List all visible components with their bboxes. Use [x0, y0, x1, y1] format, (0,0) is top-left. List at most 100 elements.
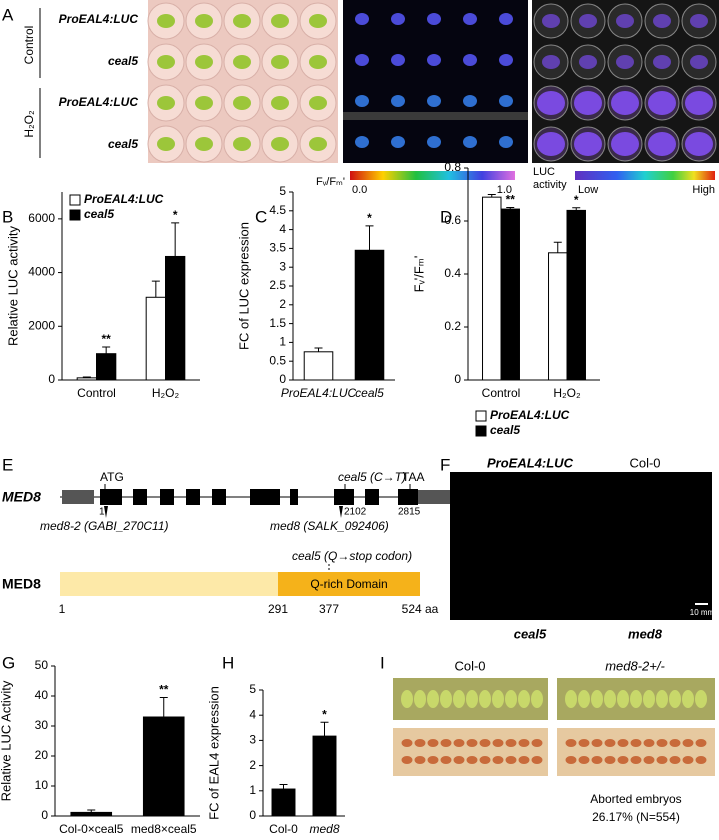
y-tick-label: 0.5: [269, 353, 286, 367]
error-bar: [102, 346, 111, 354]
legend-label: ProEAL4:LUC: [490, 408, 570, 422]
column-label: Col-0: [454, 658, 485, 673]
seed: [695, 739, 707, 747]
ovule: [401, 690, 413, 708]
aa-position: 377: [319, 602, 339, 616]
plant: [195, 55, 213, 69]
significance: *: [322, 707, 327, 721]
plant: [271, 137, 289, 151]
x-tick-label: med8: [309, 822, 339, 836]
ovule: [414, 690, 426, 708]
group-label: Control: [22, 26, 36, 65]
bar: [96, 353, 117, 381]
plant: [157, 55, 175, 69]
position: 2815: [398, 507, 421, 518]
seed: [604, 756, 616, 764]
ovule: [669, 690, 681, 708]
plant-chlorophyll: [427, 13, 441, 25]
y-tick-label: 0.6: [444, 213, 461, 227]
error-bar: [487, 194, 496, 198]
seed: [604, 739, 616, 747]
panel-label: E: [2, 455, 13, 474]
legend-swatch: [475, 410, 487, 422]
error-bar: [553, 241, 562, 253]
seed: [440, 756, 452, 764]
ovule: [427, 690, 439, 708]
plant-chlorophyll: [463, 136, 477, 148]
plant-chlorophyll: [355, 95, 369, 107]
y-tick-label: 10: [35, 778, 49, 792]
panel-label: B: [2, 207, 13, 226]
y-tick-label: 4: [249, 707, 256, 721]
plant-chlorophyll: [427, 95, 441, 107]
group-label: H₂O₂: [22, 110, 36, 138]
luc-signal: [653, 55, 671, 69]
plant-chlorophyll: [391, 13, 405, 25]
legend-swatch: [475, 425, 487, 437]
aa-position: 1: [59, 602, 66, 616]
plant-chlorophyll: [391, 95, 405, 107]
plant: [233, 96, 251, 110]
ovule: [578, 690, 590, 708]
plant: [195, 96, 213, 110]
seed: [453, 739, 465, 747]
seed: [531, 756, 543, 764]
y-tick-label: 0: [48, 372, 55, 386]
luc-signal: [653, 14, 671, 28]
significance: *: [574, 193, 579, 207]
y-tick-label: 20: [35, 748, 49, 762]
plant-chlorophyll: [355, 136, 369, 148]
aa-position: 524 aa: [402, 602, 439, 616]
ovule: [565, 690, 577, 708]
seed: [492, 739, 504, 747]
y-tick-label: 4.5: [269, 203, 286, 217]
plant: [233, 137, 251, 151]
legend-label: ceal5: [84, 207, 114, 221]
luc-signal: [537, 91, 565, 115]
luc-signal: [611, 132, 639, 156]
luc-signal: [616, 55, 634, 69]
luc-signal: [690, 14, 708, 28]
y-axis-label: FC of LUC expression: [236, 222, 251, 350]
panel-label: F: [440, 455, 450, 474]
significance: **: [506, 193, 516, 207]
exons: [100, 489, 418, 505]
position: 1: [99, 507, 105, 518]
insertion: [104, 506, 108, 518]
plant-chlorophyll: [499, 95, 513, 107]
error-bar: [279, 784, 288, 790]
plant-chlorophyll: [463, 54, 477, 66]
ovule: [643, 690, 655, 708]
seed: [630, 739, 642, 747]
colorbar-low: Low: [578, 184, 598, 196]
y-tick-label: 1: [249, 783, 256, 797]
y-tick-label: 1: [279, 335, 286, 349]
y-tick-label: 0: [249, 808, 256, 822]
panel-a: Control H₂O₂ ProEAL4:LUC ceal5 ProEAL4:L…: [22, 0, 719, 196]
plant-chlorophyll: [391, 54, 405, 66]
ovule: [617, 690, 629, 708]
seed: [518, 739, 530, 747]
seed: [453, 756, 465, 764]
seed: [565, 739, 577, 747]
seed: [414, 739, 426, 747]
y-tick-label: 3: [249, 733, 256, 747]
plant: [271, 96, 289, 110]
ovule: [531, 690, 543, 708]
y-tick-label: 3: [279, 259, 286, 273]
seed: [565, 756, 577, 764]
x-tick-label: Col-0: [269, 822, 298, 836]
start-codon: ATG: [100, 470, 124, 484]
y-tick-label: 1.5: [269, 316, 286, 330]
seed: [630, 756, 642, 764]
insertion: [339, 506, 343, 518]
significance: *: [367, 211, 372, 225]
plant-chlorophyll: [355, 13, 369, 25]
y-tick-label: 3.5: [269, 241, 286, 255]
y-axis-label: Relative LUC activity: [5, 226, 20, 346]
legend-swatch: [69, 209, 81, 221]
seed: [682, 739, 694, 747]
plant: [233, 14, 251, 28]
luc-signal: [542, 55, 560, 69]
